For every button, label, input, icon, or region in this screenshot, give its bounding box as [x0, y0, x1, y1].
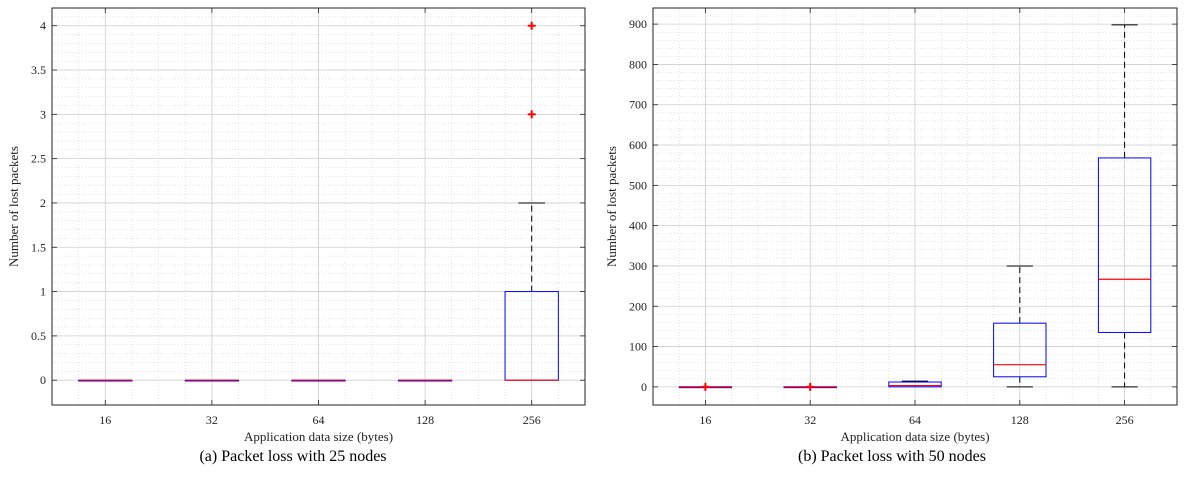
caption-50-nodes: (b) Packet loss with 50 nodes	[798, 448, 986, 465]
box-64	[888, 380, 942, 388]
y-tick-label: 1	[40, 285, 46, 299]
x-tick-label: 32	[206, 413, 218, 427]
y-tick-label: 900	[629, 17, 647, 31]
y-tick-label: 800	[629, 57, 647, 71]
box-256	[1097, 24, 1152, 388]
box-128	[397, 379, 453, 382]
major-grid	[52, 8, 585, 405]
box-16	[78, 379, 133, 382]
x-tick-label: 64	[313, 413, 325, 427]
box-iqr	[993, 322, 1047, 378]
x-tick-label: 32	[804, 413, 816, 427]
y-tick-label: 2	[40, 196, 46, 210]
y-axis-label: Number of lost packets	[604, 146, 619, 267]
y-tick-label: 2.5	[31, 152, 46, 166]
box-32	[783, 382, 837, 391]
box-outlier	[527, 110, 536, 119]
box-256	[504, 21, 559, 381]
y-tick-label: 400	[629, 219, 647, 233]
box-outlier	[806, 382, 815, 391]
y-tick-label: 0.5	[31, 329, 46, 343]
major-grid	[653, 8, 1177, 405]
y-tick-label: 600	[629, 138, 647, 152]
y-tick-label: 500	[629, 178, 647, 192]
box-16	[678, 382, 733, 391]
y-tick-label: 4	[40, 19, 46, 33]
y-tick-label: 1.5	[31, 240, 46, 254]
y-tick-label: 100	[629, 340, 647, 354]
boxplot-50-nodes: 0 100 200 300 400 500 600 700 800 900 16 32 64 128 256…	[604, 7, 1178, 444]
box-iqr	[1097, 157, 1152, 333]
box-outlier	[701, 382, 710, 391]
caption-25-nodes: (a) Packet loss with 25 nodes	[199, 448, 387, 465]
x-tick-label: 128	[1011, 413, 1029, 427]
y-tick-label: 0	[40, 373, 46, 387]
y-tick-label: 3.5	[31, 63, 46, 77]
y-axis-label: Number of lost packets	[6, 146, 21, 267]
box-iqr	[888, 381, 942, 388]
x-tick-label: 16	[99, 413, 111, 427]
boxplot-25-nodes: 0 0.5 1 1.5 2 2.5 3 3.5 4 16 32 64 128 256 Application…	[6, 7, 586, 444]
x-tick-label: 16	[699, 413, 711, 427]
y-tick-label: 3	[40, 107, 46, 121]
y-tick-label: 0	[641, 380, 647, 394]
y-tick-label: 200	[629, 299, 647, 313]
box-64	[291, 379, 346, 382]
x-axis-label: Application data size (bytes)	[840, 429, 989, 444]
x-tick-label: 256	[523, 413, 541, 427]
x-tick-label: 256	[1116, 413, 1134, 427]
x-axis-label: Application data size (bytes)	[244, 429, 393, 444]
y-tick-label: 300	[629, 259, 647, 273]
box-outlier	[527, 21, 536, 30]
x-tick-label: 128	[416, 413, 434, 427]
box-128	[993, 265, 1047, 388]
y-tick-label: 700	[629, 98, 647, 112]
x-tick-label: 64	[909, 413, 921, 427]
box-32	[184, 379, 240, 382]
